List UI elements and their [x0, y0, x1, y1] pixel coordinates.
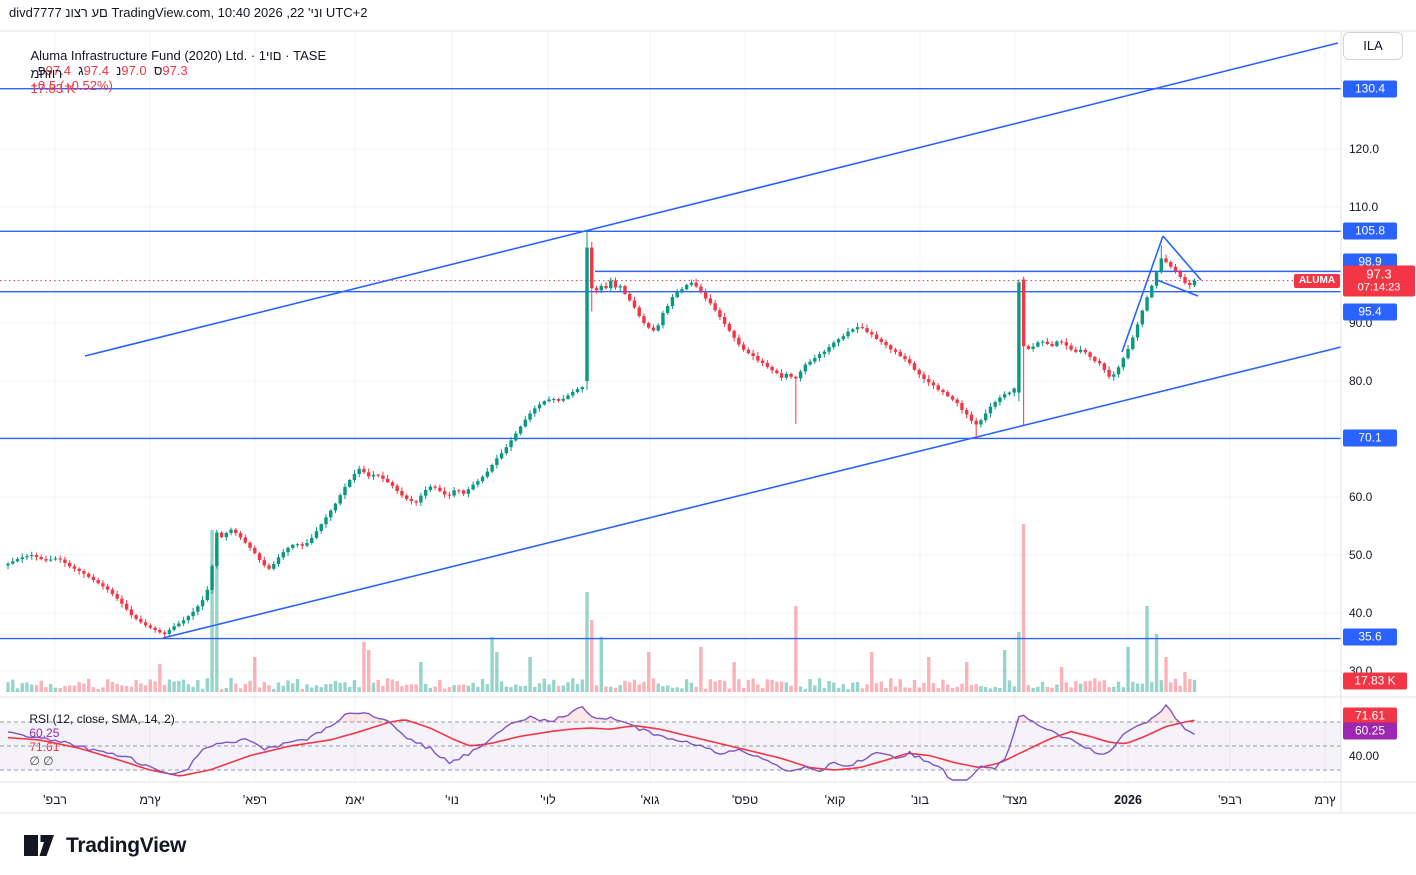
time-axis-label: 'אפר	[242, 793, 268, 807]
time-axis-label: מרץ	[1314, 793, 1336, 807]
chart-canvas[interactable]	[0, 0, 1416, 820]
time-axis-label: מרץ	[139, 793, 161, 807]
rsi-legend[interactable]: RSI (12, close, SMA, 14, 2) 60.25 71.61 …	[16, 698, 181, 782]
symbol-title: Aluma Infrastructure Fund (2020) Ltd. · …	[30, 48, 327, 63]
chart-watermark: divd7777 נוצר עם TradingView.com, 10:40 …	[9, 5, 368, 20]
change-value: +0.5 (+0.52%)	[30, 78, 113, 93]
price-line-label: ALUMA	[1294, 274, 1340, 288]
volume-value: 17.83 K	[30, 81, 76, 96]
price-level-badge: 95.4	[1343, 303, 1397, 321]
tradingview-logo-text: TradingView	[66, 834, 187, 857]
time-axis-label: 'אוג	[640, 793, 660, 807]
price-axis-label: 80.0	[1349, 374, 1373, 388]
price-axis-label: 60.0	[1349, 490, 1373, 504]
symbol-ticker-badge[interactable]: ILA	[1343, 32, 1403, 60]
price-level-badge: 105.8	[1343, 222, 1397, 240]
time-axis-label: 'נוב	[911, 793, 929, 807]
symbol-legend[interactable]: Aluma Infrastructure Fund (2020) Ltd. · …	[16, 33, 326, 108]
time-axis-label: 'פבר	[1218, 793, 1242, 807]
price-level-badge: 35.6	[1343, 628, 1397, 646]
current-price: 97.3	[1366, 266, 1392, 282]
volume-legend[interactable]: מחזור 17.83 K	[16, 51, 75, 111]
rsi-axis-badge: 71.61	[1343, 707, 1397, 725]
tradingview-logo[interactable]: TradingView	[24, 834, 186, 858]
price-level-badge: 70.1	[1343, 429, 1397, 447]
tradingview-logo-icon	[24, 835, 54, 856]
price-axis-label: 40.0	[1349, 606, 1373, 620]
rsi-sma-value: 71.61	[29, 740, 60, 754]
time-axis-label: 'אוק	[824, 793, 846, 807]
time-axis-label: 'יונ	[445, 793, 459, 807]
time-axis-label: 'פבר	[43, 793, 67, 807]
rsi-axis-badge: 60.25	[1343, 722, 1397, 740]
price-axis-label: 50.0	[1349, 548, 1373, 562]
time-axis-label: 'ספט	[731, 793, 759, 807]
rsi-legend-title: RSI (12, close, SMA, 14, 2)	[29, 712, 175, 726]
time-axis-label: 2026	[1114, 793, 1142, 807]
price-level-badge: 130.4	[1343, 80, 1397, 98]
current-price-badge: 97.3 07:14:23	[1343, 265, 1415, 297]
rsi-value: 60.25	[29, 726, 60, 740]
volume-axis-badge: 17.83 K	[1343, 672, 1407, 690]
price-axis-label: 120.0	[1349, 142, 1380, 156]
time-axis-label: 'יול	[540, 793, 556, 807]
rsi-axis-label: 40.00	[1349, 749, 1380, 763]
time-axis-label: מאי	[345, 793, 365, 807]
bar-countdown: 07:14:23	[1357, 281, 1401, 294]
rsi-null-flags: ∅ ∅	[29, 754, 54, 768]
volume-label: מחזור	[30, 66, 63, 81]
ohlc-values: פ97.4 ג97.4 נ97.0 ס97.3	[37, 63, 188, 78]
price-axis-label: 110.0	[1349, 200, 1379, 214]
time-axis-label: 'דצמ	[1002, 793, 1028, 807]
